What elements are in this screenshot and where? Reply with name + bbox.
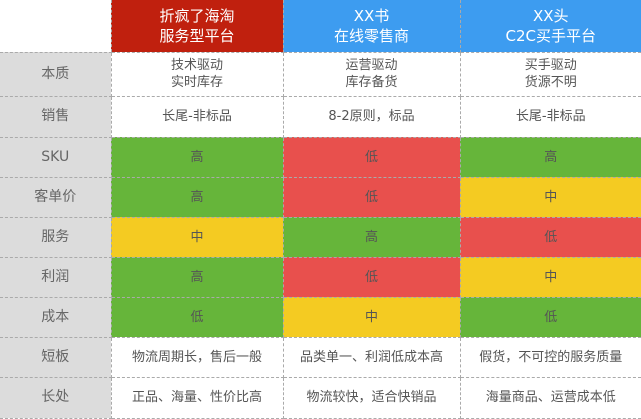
table-cell: 高 [111, 257, 283, 297]
cell-text: 长尾-非标品 [112, 108, 283, 125]
column-title: XX书 [284, 6, 460, 26]
cell-text: 中 [461, 189, 641, 206]
corner-cell [0, 0, 111, 52]
table-row: 短板物流周期长，售后一般品类单一、利润低成本高假货，不可控的服务质量 [0, 337, 641, 377]
row-label: 服务 [0, 217, 111, 257]
cell-text: 高 [112, 189, 283, 206]
column-header: 折疯了海淘服务型平台 [111, 0, 283, 52]
table-cell: 技术驱动实时库存 [111, 52, 283, 96]
row-label: 销售 [0, 96, 111, 137]
table-cell: 8-2原则，标品 [283, 96, 460, 137]
table-cell: 低 [460, 297, 641, 337]
column-subtitle: 服务型平台 [112, 26, 283, 46]
table-cell: 物流周期长，售后一般 [111, 337, 283, 377]
cell-text: 高 [112, 149, 283, 166]
table-cell: 高 [283, 217, 460, 257]
table-row: 利润高低中 [0, 257, 641, 297]
table-cell: 中 [111, 217, 283, 257]
column-header: XX书在线零售商 [283, 0, 460, 52]
table-cell: 高 [111, 137, 283, 177]
cell-text: 低 [461, 309, 641, 326]
cell-text: 物流周期长，售后一般 [112, 349, 283, 366]
table-cell: 运营驱动库存备货 [283, 52, 460, 96]
cell-text: 低 [284, 149, 460, 166]
cell-text: 物流较快，适合快销品 [284, 389, 460, 406]
cell-text: 技术驱动 [112, 57, 283, 74]
table-cell: 物流较快，适合快销品 [283, 377, 460, 418]
cell-text: 长尾-非标品 [461, 108, 641, 125]
cell-text: 低 [284, 269, 460, 286]
cell-text: 高 [461, 149, 641, 166]
table-cell: 长尾-非标品 [460, 96, 641, 137]
table-cell: 高 [111, 177, 283, 217]
cell-text: 8-2原则，标品 [284, 108, 460, 125]
cell-text: 品类单一、利润低成本高 [284, 349, 460, 366]
table-cell: 假货，不可控的服务质量 [460, 337, 641, 377]
row-label: 长处 [0, 377, 111, 418]
table-row: 长处正品、海量、性价比高物流较快，适合快销品海量商品、运营成本低 [0, 377, 641, 418]
row-label: 本质 [0, 52, 111, 96]
cell-text: 中 [112, 229, 283, 246]
row-label: 利润 [0, 257, 111, 297]
table-row: 本质技术驱动实时库存运营驱动库存备货买手驱动货源不明 [0, 52, 641, 96]
cell-text: 低 [284, 189, 460, 206]
cell-text: 正品、海量、性价比高 [112, 389, 283, 406]
table-cell: 中 [283, 297, 460, 337]
table-cell: 海量商品、运营成本低 [460, 377, 641, 418]
row-label: 客单价 [0, 177, 111, 217]
cell-text: 买手驱动 [461, 57, 641, 74]
row-label: 短板 [0, 337, 111, 377]
cell-text: 低 [112, 309, 283, 326]
table-cell: 品类单一、利润低成本高 [283, 337, 460, 377]
cell-text-line2: 库存备货 [284, 74, 460, 91]
table-row: 客单价高低中 [0, 177, 641, 217]
table-cell: 高 [460, 137, 641, 177]
cell-text: 高 [112, 269, 283, 286]
table-row: 成本低中低 [0, 297, 641, 337]
table-cell: 低 [283, 257, 460, 297]
cell-text-line2: 实时库存 [112, 74, 283, 91]
table-cell: 买手驱动货源不明 [460, 52, 641, 96]
cell-text: 低 [461, 229, 641, 246]
table-cell: 低 [111, 297, 283, 337]
cell-text: 假货，不可控的服务质量 [461, 349, 641, 366]
table-row: 服务中高低 [0, 217, 641, 257]
row-label: 成本 [0, 297, 111, 337]
table-cell: 低 [460, 217, 641, 257]
table-cell: 中 [460, 257, 641, 297]
column-title: 折疯了海淘 [112, 6, 283, 26]
table-cell: 低 [283, 177, 460, 217]
cell-text: 中 [461, 269, 641, 286]
row-label: SKU [0, 137, 111, 177]
cell-text-line2: 货源不明 [461, 74, 641, 91]
cell-text: 高 [284, 229, 460, 246]
cell-text: 海量商品、运营成本低 [461, 389, 641, 406]
column-title: XX头 [461, 6, 641, 26]
cell-text: 运营驱动 [284, 57, 460, 74]
cell-text: 中 [284, 309, 460, 326]
table-cell: 低 [283, 137, 460, 177]
table-cell: 正品、海量、性价比高 [111, 377, 283, 418]
table-cell: 中 [460, 177, 641, 217]
column-subtitle: C2C买手平台 [461, 26, 641, 46]
table-cell: 长尾-非标品 [111, 96, 283, 137]
column-subtitle: 在线零售商 [284, 26, 460, 46]
